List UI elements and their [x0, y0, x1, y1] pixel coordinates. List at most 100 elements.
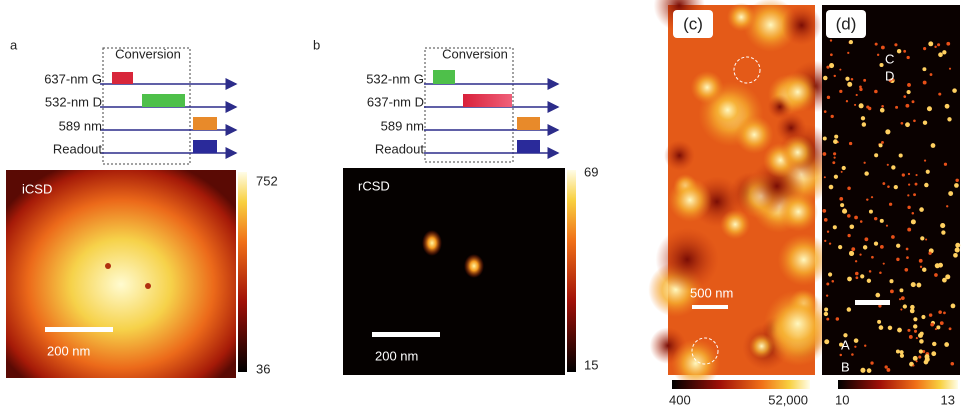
row-label: 532-nm G [366, 71, 424, 86]
conversion-box [102, 47, 191, 165]
texture [831, 279, 835, 283]
texture [906, 89, 911, 95]
texture [934, 273, 938, 277]
texture [893, 184, 898, 190]
texture [907, 227, 912, 232]
scale-bar [855, 300, 890, 305]
texture [903, 49, 907, 53]
texture [882, 262, 885, 265]
texture [823, 176, 826, 179]
texture [884, 365, 888, 369]
texture [919, 207, 924, 212]
pulse [193, 117, 217, 130]
texture [916, 282, 922, 288]
texture [874, 42, 878, 46]
texture [861, 122, 867, 127]
circle-marker [733, 56, 761, 84]
image [6, 170, 236, 378]
texture [897, 327, 902, 333]
texture [912, 355, 918, 361]
texture [690, 70, 724, 105]
texture [891, 235, 895, 239]
texture [922, 67, 927, 72]
texture [921, 314, 926, 320]
texture [901, 173, 905, 177]
texture [855, 276, 859, 280]
texture [895, 349, 900, 354]
texture [868, 209, 873, 214]
texture [874, 153, 879, 158]
texture [948, 191, 954, 196]
texture [876, 53, 880, 57]
row-label: 589 nm [59, 118, 102, 133]
texture [849, 224, 855, 230]
texture [868, 270, 872, 273]
image-label: rCSD [358, 178, 390, 193]
texture [922, 267, 927, 272]
texture [822, 152, 827, 156]
spot [145, 283, 151, 289]
texture [763, 289, 832, 358]
texture [910, 304, 915, 310]
texture [826, 95, 831, 100]
texture [845, 100, 849, 103]
texture [925, 169, 930, 174]
texture [881, 140, 884, 144]
texture [899, 353, 905, 358]
marker-label: A [841, 337, 850, 352]
texture [900, 121, 904, 125]
scale-bar [372, 332, 440, 337]
texture [839, 353, 843, 357]
texture [887, 185, 890, 188]
texture [875, 292, 881, 298]
texture [936, 325, 941, 330]
pulse [517, 140, 540, 153]
texture [934, 263, 940, 269]
texture [922, 120, 928, 125]
texture [847, 81, 853, 87]
texture [924, 354, 930, 360]
texture [945, 274, 951, 280]
texture [909, 308, 915, 314]
pulse [433, 70, 455, 84]
texture [826, 282, 830, 286]
scale-bar [45, 327, 113, 332]
texture [864, 237, 869, 242]
texture [853, 338, 859, 343]
texture [885, 129, 891, 135]
texture [913, 317, 918, 322]
texture [923, 159, 927, 162]
texture [778, 192, 819, 232]
texture [743, 0, 798, 52]
texture [902, 304, 907, 309]
texture [854, 271, 859, 276]
image-label: iCSD [22, 181, 52, 196]
texture [726, 2, 756, 32]
texture [937, 43, 941, 47]
colorbar-max: 69 [584, 164, 598, 179]
texture [864, 171, 869, 176]
texture [833, 156, 836, 159]
texture [941, 230, 946, 235]
texture [824, 239, 827, 243]
texture [948, 67, 952, 70]
texture [781, 5, 822, 46]
texture [919, 265, 923, 269]
label-box [673, 10, 713, 38]
texture [942, 50, 947, 55]
texture [878, 143, 883, 148]
texture [823, 218, 828, 222]
image-texture [822, 39, 961, 373]
texture [826, 230, 830, 233]
marker-label: B [841, 359, 850, 374]
texture [894, 43, 898, 47]
texture [859, 87, 863, 92]
row-label: 589 nm [381, 118, 424, 133]
texture [846, 307, 852, 312]
panel-b: b Conversion 532-nm G 637-nm D 589 nm Re… [313, 37, 598, 375]
texture [859, 85, 862, 89]
texture [863, 78, 867, 82]
texture [847, 276, 852, 282]
texture [955, 178, 959, 183]
